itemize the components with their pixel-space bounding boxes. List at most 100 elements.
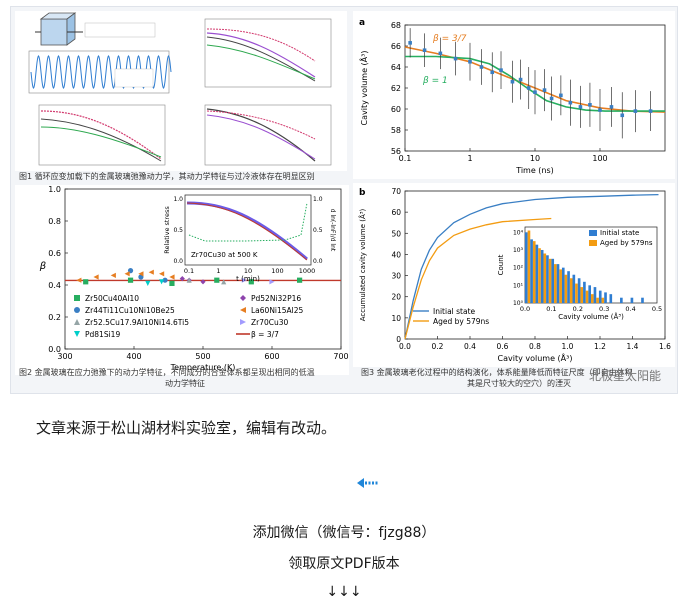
fig3b-xtick-label: 0.4: [464, 342, 476, 351]
fig3b-inset-bar-initial: [588, 285, 591, 303]
fig3b-inset-bar-aged: [575, 283, 578, 303]
fig3b-xtick-label: 0.8: [529, 342, 541, 351]
fig3b-xlabel: Cavity volume (Å³): [498, 352, 573, 363]
fig3b-xtick-label: 0.0: [399, 342, 411, 351]
fig3b-legend-label: Initial state: [433, 307, 476, 316]
fig3b-inset-legend-swatch: [589, 240, 597, 246]
fig3b-chart: b 0.0 0.2 0.4 0.6 0.8 1.0 1.2 1.4 1.6 0 10 20 30 40 50 6…: [353, 183, 675, 367]
fig3b-inset-bar-initial: [598, 290, 602, 303]
fig2-data-point: [93, 274, 99, 280]
fig3a-data-point: [479, 65, 484, 69]
fig2-xtick-label: 700: [333, 352, 348, 361]
fig3b-inset-bar-aged: [580, 287, 584, 303]
fig3b-inset-bar-initial: [641, 297, 644, 303]
fig3b-inset-bar-aged: [569, 278, 573, 303]
fig3a-data-point: [648, 109, 653, 113]
fig3a-xtick-label: 0.1: [399, 154, 412, 163]
source-note: 文章来源于松山湖材料实验室，编辑有改动。: [36, 419, 337, 437]
fig3a-ytick-label: 62: [391, 84, 401, 93]
fig2-data-point: [76, 277, 82, 283]
fig2-data-point: [145, 280, 151, 286]
fig3b-ylabel: Accumulated cavity volume (Å³): [358, 208, 367, 321]
fig3a-data-point: [518, 77, 523, 82]
fig2-data-point: [269, 279, 275, 285]
fig2-data-point: [297, 277, 303, 283]
fig2-inset-ylabel-right: d ln(-lnF)/d lnt: [329, 209, 336, 252]
fig3a-chart: a 0.1 1 10 100 56 58 60 62 64 66 68 Time (ns) Cavity …: [353, 11, 675, 179]
fig3a-data-point: [533, 90, 537, 94]
fig3b-ytick-label: 40: [391, 250, 401, 259]
pdf-line: 领取原文PDF版本: [288, 556, 400, 572]
fig3b-inset-bar-initial: [535, 244, 539, 303]
fig2-chart: 300 400 500 600 700 0.0 0.2 0.4 0.6 0.8 1.0 Tempera…: [15, 185, 349, 375]
fig3a-xtick-label: 10: [530, 154, 540, 163]
fig2-legend-label: Pd81Si19: [85, 330, 120, 339]
fig2-xtick-label: 400: [126, 352, 141, 361]
fig3b-inset-xtick-label: 0.2: [573, 305, 583, 313]
fig2-data-point: [186, 277, 192, 283]
fig3a-data-point: [549, 96, 554, 101]
fig2-inset-ytick-right: 0.5: [313, 227, 323, 234]
down-arrows: ↓↓↓: [326, 584, 362, 600]
fig3a-annotation-beta-3-7: β = 3/7: [432, 34, 467, 44]
fig3a-ytick-label: 66: [391, 42, 401, 51]
double-arrow-left-icon: [357, 478, 378, 488]
fig3b-ytick-label: 0: [396, 335, 401, 344]
watermark-text: 北极星太阳能: [589, 369, 662, 383]
fig3b-inset-xtick-label: 0.3: [599, 305, 609, 313]
fig3b-inset-bar-aged: [559, 269, 562, 303]
fig3b-inset-bar-initial: [567, 271, 570, 303]
fig3b-inset-xtick-label: 0.0: [520, 305, 530, 313]
fig3b-ytick-label: 60: [391, 208, 401, 217]
fig3a-data-point: [499, 68, 503, 72]
fig3b-inset-legend-label: Initial state: [600, 229, 639, 237]
fig2-data-point: [159, 271, 165, 277]
fig3b-legend-label: Aged by 579ns: [433, 317, 489, 326]
fig3a-data-point: [438, 51, 443, 56]
fig3b-xtick-label: 1.4: [627, 342, 639, 351]
fig3a-data-point: [453, 56, 458, 61]
fig3b-inset-xtick-label: 0.4: [625, 305, 635, 313]
fig2-inset-ytick-left: 0.0: [173, 258, 183, 265]
fig3b-inset-bar-initial: [583, 281, 586, 303]
fig2-inset-ytick-left: 1.0: [173, 196, 183, 203]
fig3a-data-point: [559, 93, 563, 98]
fig2-xtick-label: 500: [195, 352, 210, 361]
fig3b-series-line-2: [404, 217, 552, 340]
fig2-legend-marker: [240, 295, 246, 301]
fig3b-inset-bar-aged: [554, 264, 557, 303]
fig3b-inset-ytick-label: 10³: [513, 247, 524, 254]
fig3b-ytick-label: 50: [391, 229, 401, 238]
fig1-subpanel-a: [28, 12, 172, 94]
fig3a-data-point: [510, 79, 515, 84]
fig3b-xtick-label: 0.6: [497, 342, 509, 351]
fig3b-inset-bar-initial: [630, 297, 634, 303]
fig3b-xtick-label: 1.2: [594, 342, 606, 351]
fig3a-fit-line-2: [405, 55, 665, 112]
fig3a-ytick-label: 64: [391, 63, 401, 72]
figure-2-caption-line1: 图2 金属玻璃在应力弛豫下的动力学特征，不同成分的合金体系都呈现出相同的低温: [19, 368, 315, 377]
fig2-data-point: [169, 274, 175, 280]
fig2-inset-xtick-label: 1: [216, 267, 220, 275]
fig3b-inset-bar-initial: [546, 255, 549, 303]
fig3b-xtick-label: 1.6: [659, 342, 671, 351]
fig2-inset-label: Zr70Cu30 at 500 K: [191, 251, 258, 259]
fig1-subpanel-d: [204, 104, 332, 166]
fig3a-ytick-label: 60: [391, 105, 401, 114]
fig3b-inset-bar-initial: [551, 258, 555, 303]
fig3a-data-point: [490, 70, 495, 75]
fig3b-inset-bar-aged: [596, 297, 599, 303]
fig2-data-point: [248, 279, 254, 285]
fig1-subpanel-c: [38, 104, 166, 166]
fig3a-data-point: [408, 41, 412, 45]
fig2-legend-marker: [240, 307, 246, 313]
fig3a-ytick-label: 58: [391, 126, 401, 135]
fig3a-data-point: [468, 59, 472, 64]
fig3b-inset-bar-initial: [556, 264, 560, 303]
fig3b-inset-bar-initial: [572, 274, 576, 303]
fig3a-data-point: [526, 86, 531, 90]
fig2-data-point: [110, 272, 116, 278]
fig3a-panel-label: a: [359, 18, 365, 28]
fig2-legend-marker: [74, 319, 80, 325]
fig3b-inset-bar-initial: [609, 294, 613, 303]
